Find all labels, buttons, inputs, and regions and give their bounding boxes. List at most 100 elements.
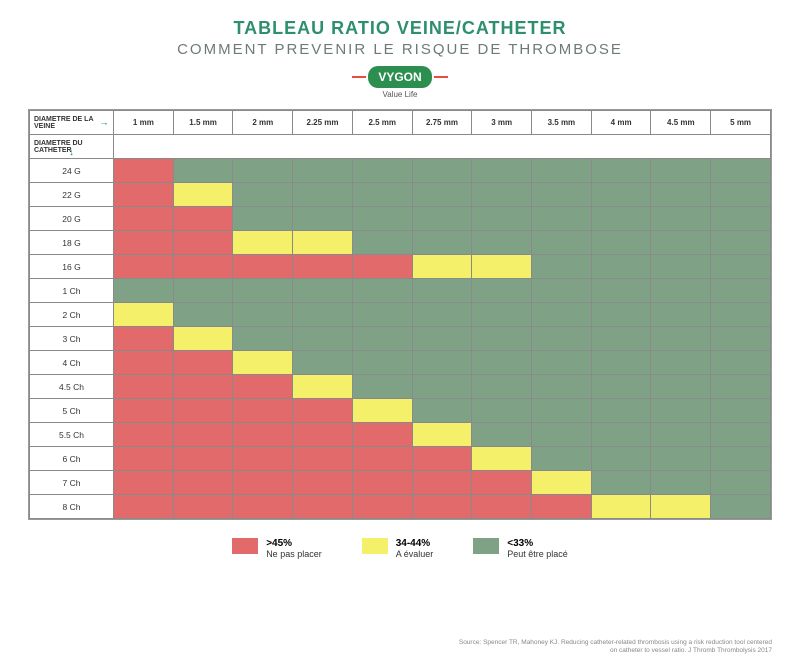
ratio-cell	[173, 327, 233, 351]
ratio-cell	[293, 279, 353, 303]
table-row: 3 Ch	[30, 327, 771, 351]
ratio-cell	[651, 255, 711, 279]
table-row: 5.5 Ch	[30, 423, 771, 447]
ratio-cell	[293, 183, 353, 207]
ratio-cell	[591, 231, 651, 255]
ratio-cell	[352, 255, 412, 279]
ratio-cell	[352, 471, 412, 495]
ratio-cell	[114, 207, 174, 231]
ratio-cell	[173, 231, 233, 255]
ratio-cell	[114, 351, 174, 375]
ratio-cell	[293, 327, 353, 351]
catheter-row-label: 20 G	[30, 207, 114, 231]
ratio-cell	[114, 183, 174, 207]
table-row: 7 Ch	[30, 471, 771, 495]
ratio-cell	[412, 279, 472, 303]
ratio-cell	[711, 255, 771, 279]
legend-pct: 34-44%	[396, 538, 434, 549]
catheter-row-label: 16 G	[30, 255, 114, 279]
ratio-cell	[472, 327, 532, 351]
ratio-cell	[591, 399, 651, 423]
ratio-cell	[651, 303, 711, 327]
ratio-cell	[532, 375, 592, 399]
legend-item-green: <33%Peut être placé	[473, 538, 568, 559]
legend-desc: Peut être placé	[507, 549, 568, 559]
ratio-cell	[352, 303, 412, 327]
ratio-cell	[651, 183, 711, 207]
ratio-cell	[293, 231, 353, 255]
ratio-cell	[532, 327, 592, 351]
vein-col-8: 4 mm	[591, 111, 651, 135]
ratio-cell	[233, 231, 293, 255]
ratio-cell	[591, 471, 651, 495]
ratio-cell	[233, 207, 293, 231]
ratio-cell	[591, 183, 651, 207]
ratio-cell	[173, 471, 233, 495]
ratio-cell	[591, 159, 651, 183]
ratio-cell	[711, 207, 771, 231]
ratio-cell	[532, 183, 592, 207]
vein-col-10: 5 mm	[711, 111, 771, 135]
ratio-cell	[352, 231, 412, 255]
ratio-cell	[114, 399, 174, 423]
ratio-cell	[472, 447, 532, 471]
catheter-row-label: 8 Ch	[30, 495, 114, 519]
ratio-cell	[591, 447, 651, 471]
ratio-cell	[114, 495, 174, 519]
legend-item-yellow: 34-44%A évaluer	[362, 538, 434, 559]
ratio-cell	[352, 375, 412, 399]
vein-col-1: 1.5 mm	[173, 111, 233, 135]
ratio-cell	[651, 351, 711, 375]
source-citation: Source: Spencer TR, Mahoney KJ. Reducing…	[452, 639, 772, 655]
ratio-cell	[532, 423, 592, 447]
ratio-cell	[293, 303, 353, 327]
table-row: 6 Ch	[30, 447, 771, 471]
ratio-cell	[472, 231, 532, 255]
ratio-cell	[532, 279, 592, 303]
ratio-cell	[412, 255, 472, 279]
ratio-cell	[591, 495, 651, 519]
legend-swatch	[362, 538, 388, 554]
ratio-cell	[233, 303, 293, 327]
catheter-row-label: 6 Ch	[30, 447, 114, 471]
ratio-cell	[293, 495, 353, 519]
ratio-cell	[472, 399, 532, 423]
ratio-cell	[472, 159, 532, 183]
table-row: 4 Ch	[30, 351, 771, 375]
catheter-row-label: 4.5 Ch	[30, 375, 114, 399]
legend-text: 34-44%A évaluer	[396, 538, 434, 559]
ratio-cell	[711, 447, 771, 471]
table-row: 5 Ch	[30, 399, 771, 423]
ratio-cell	[591, 279, 651, 303]
vein-col-4: 2.5 mm	[352, 111, 412, 135]
ratio-cell	[173, 207, 233, 231]
ratio-cell	[233, 159, 293, 183]
vein-col-6: 3 mm	[472, 111, 532, 135]
ratio-cell	[591, 255, 651, 279]
brand-logo: VYGON Value Life	[28, 66, 772, 99]
ratio-cell	[114, 471, 174, 495]
ratio-cell	[352, 327, 412, 351]
ratio-cell	[114, 423, 174, 447]
chart-title: TABLEAU RATIO VEINE/CATHETER	[28, 18, 772, 39]
ratio-cell	[114, 159, 174, 183]
ratio-cell	[472, 255, 532, 279]
ratio-cell	[711, 231, 771, 255]
ratio-cell	[651, 231, 711, 255]
table-row: 24 G	[30, 159, 771, 183]
table-row: 2 Ch	[30, 303, 771, 327]
ratio-cell	[711, 279, 771, 303]
ratio-cell	[472, 351, 532, 375]
ratio-cell	[591, 375, 651, 399]
ratio-cell	[472, 495, 532, 519]
ratio-cell	[651, 423, 711, 447]
ratio-cell	[352, 351, 412, 375]
catheter-row-label: 5.5 Ch	[30, 423, 114, 447]
ratio-cell	[532, 447, 592, 471]
ratio-cell	[532, 471, 592, 495]
ratio-cell	[293, 447, 353, 471]
header-span-blank	[114, 135, 771, 159]
ratio-cell	[293, 207, 353, 231]
ratio-cell	[472, 279, 532, 303]
ratio-cell	[651, 207, 711, 231]
